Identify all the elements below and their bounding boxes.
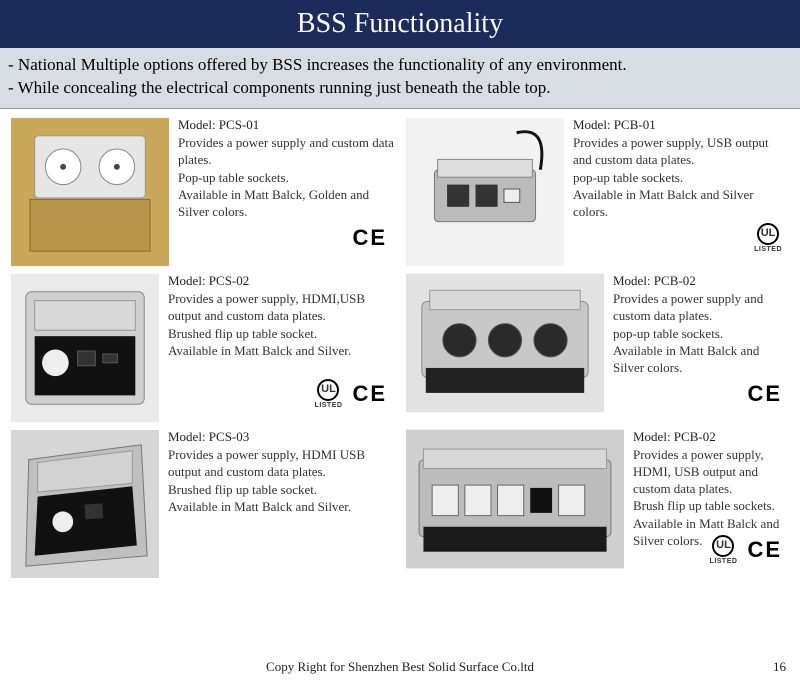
page-title: BSS Functionality [0,0,800,48]
product-cell: Model: PCB-02Provides a power supply and… [405,273,790,423]
product-text-line: Available in Matt Balck and Silver. [168,499,395,516]
product-text-line: pop-up table sockets. [613,326,790,343]
product-grid: Model: PCS-01Provides a power supply and… [0,109,800,579]
product-cell: Model: PCS-03Provides a power supply, HD… [10,429,395,579]
product-description: Model: PCS-02Provides a power supply, HD… [168,273,395,413]
product-text-line: Brushed flip up table socket. [168,482,395,499]
product-text-line: Pop-up table sockets. [178,170,395,187]
certification-marks: CE [747,380,782,409]
product-cell: Model: PCB-02Provides a power supply, HD… [405,429,790,579]
product-description: Model: PCS-03Provides a power supply, HD… [168,429,395,569]
ce-mark: CE [352,224,387,253]
product-description: Model: PCB-02Provides a power supply and… [613,273,790,413]
product-text-line: Available in Matt Balck and Silver color… [613,343,790,377]
product-model: Model: PCS-03 [168,429,395,446]
product-thumbnail [405,117,565,267]
product-thumbnail [10,429,160,579]
product-text-line: Brush flip up table sockets. [633,498,790,515]
certification-marks: CE [352,224,387,253]
ce-mark: CE [352,380,387,409]
subtitle-line: - National Multiple options offered by B… [8,54,792,77]
product-text-line: pop-up table sockets. [573,170,790,187]
product-model: Model: PCB-02 [613,273,790,290]
product-cell: Model: PCS-01Provides a power supply and… [10,117,395,267]
product-description: Model: PCB-02Provides a power supply, HD… [633,429,790,569]
product-text-line: Provides a power supply, HDMI USB output… [168,447,395,481]
product-cell: Model: PCB-01Provides a power supply, US… [405,117,790,267]
product-description: Model: PCS-01Provides a power supply and… [178,117,395,257]
ce-mark: CE [747,380,782,409]
product-text-line: Provides a power supply and custom data … [178,135,395,169]
certification-marks: ULLISTED [754,223,782,253]
subtitle-line: - While concealing the electrical compon… [8,77,792,100]
product-text-line: Available in Matt Balck, Golden and Silv… [178,187,395,221]
page-number: 16 [773,659,786,675]
product-text-line: Available in Matt Balck and Silver color… [573,187,790,221]
product-thumbnail [405,273,605,413]
product-model: Model: PCB-01 [573,117,790,134]
subtitle-block: - National Multiple options offered by B… [0,48,800,109]
certification-marks: ULLISTED CE [710,535,782,565]
footer-copyright: Copy Right for Shenzhen Best Solid Surfa… [0,659,800,675]
product-text-line: Available in Matt Balck and Silver. [168,343,395,360]
product-model: Model: PCS-02 [168,273,395,290]
product-description: Model: PCB-01Provides a power supply, US… [573,117,790,257]
ul-listed-mark: ULLISTED [710,535,738,565]
product-thumbnail [405,429,625,569]
ul-listed-mark: ULLISTED [315,379,343,409]
product-text-line: Provides a power supply, USB output and … [573,135,790,169]
product-cell: Model: PCS-02Provides a power supply, HD… [10,273,395,423]
product-text-line: Brushed flip up table socket. [168,326,395,343]
product-thumbnail [10,117,170,267]
ul-listed-mark: ULLISTED [754,223,782,253]
product-text-line: Provides a power supply, HDMI, USB outpu… [633,447,790,498]
product-model: Model: PCS-01 [178,117,395,134]
product-text-line: Provides a power supply, HDMI,USB output… [168,291,395,325]
product-model: Model: PCB-02 [633,429,790,446]
certification-marks: ULLISTED CE [315,379,387,409]
product-thumbnail [10,273,160,423]
product-text-line: Provides a power supply and custom data … [613,291,790,325]
ce-mark: CE [747,536,782,565]
